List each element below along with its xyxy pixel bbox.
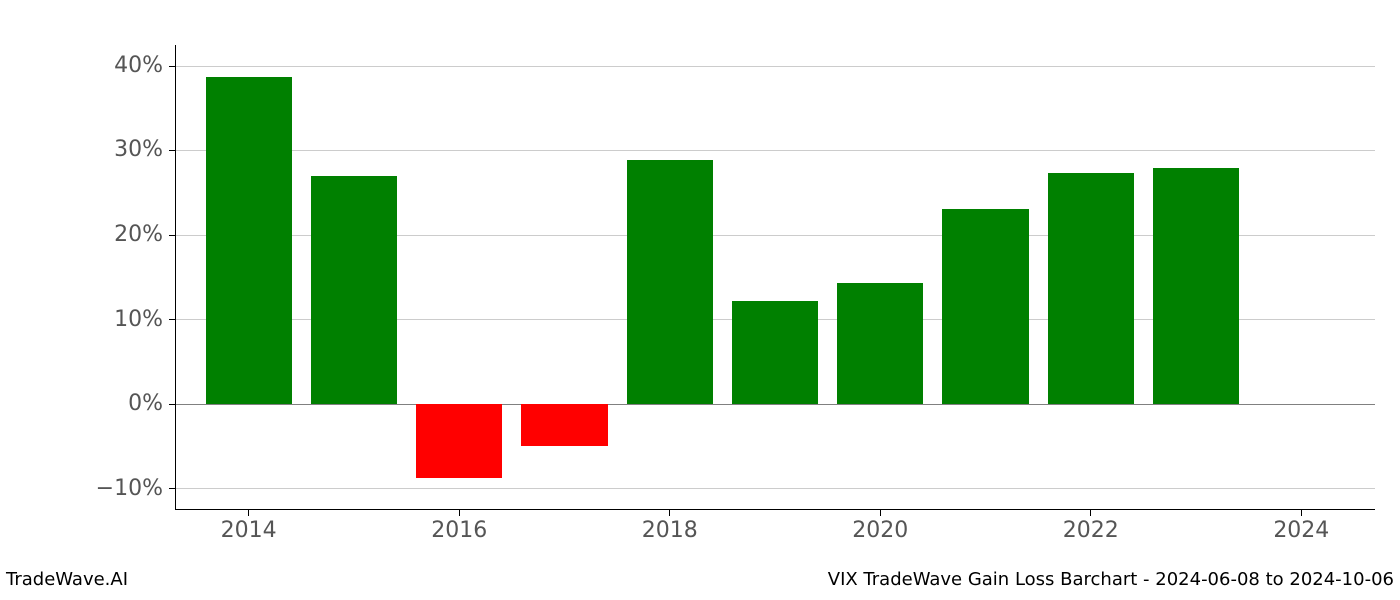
x-tick-mark: [1090, 510, 1091, 516]
gridline: [175, 150, 1375, 151]
y-tick-label: −10%: [63, 476, 163, 501]
bar: [627, 160, 713, 404]
y-axis-spine: [175, 45, 176, 510]
x-tick-mark: [248, 510, 249, 516]
x-axis-spine: [175, 509, 1375, 510]
y-tick-label: 20%: [63, 222, 163, 247]
bar: [942, 209, 1028, 404]
footer-right-text: VIX TradeWave Gain Loss Barchart - 2024-…: [828, 569, 1394, 590]
x-tick-mark: [459, 510, 460, 516]
bar: [732, 301, 818, 404]
bar: [311, 176, 397, 404]
bar: [1048, 173, 1134, 405]
plot-area: −10%0%10%20%30%40%2014201620182020202220…: [175, 45, 1375, 510]
bar: [521, 404, 607, 445]
y-tick-label: 30%: [63, 137, 163, 162]
x-tick-label: 2018: [620, 518, 720, 543]
footer-left-text: TradeWave.AI: [6, 569, 128, 590]
x-tick-mark: [880, 510, 881, 516]
y-tick-label: 0%: [63, 391, 163, 416]
x-tick-label: 2024: [1251, 518, 1351, 543]
bar: [1153, 168, 1239, 404]
x-tick-label: 2020: [830, 518, 930, 543]
gridline: [175, 66, 1375, 67]
x-tick-mark: [669, 510, 670, 516]
y-tick-label: 10%: [63, 307, 163, 332]
y-tick-label: 40%: [63, 53, 163, 78]
chart-container: −10% 0% 10% 20% 30% 40% 2014 2016 2018 2020 2022 20…: [0, 0, 1400, 600]
x-tick-label: 2014: [199, 518, 299, 543]
x-tick-mark: [1301, 510, 1302, 516]
bar: [206, 77, 292, 404]
bar: [837, 283, 923, 404]
x-tick-label: 2016: [409, 518, 509, 543]
x-tick-label: 2022: [1041, 518, 1141, 543]
bar: [416, 404, 502, 478]
gridline: [175, 488, 1375, 489]
